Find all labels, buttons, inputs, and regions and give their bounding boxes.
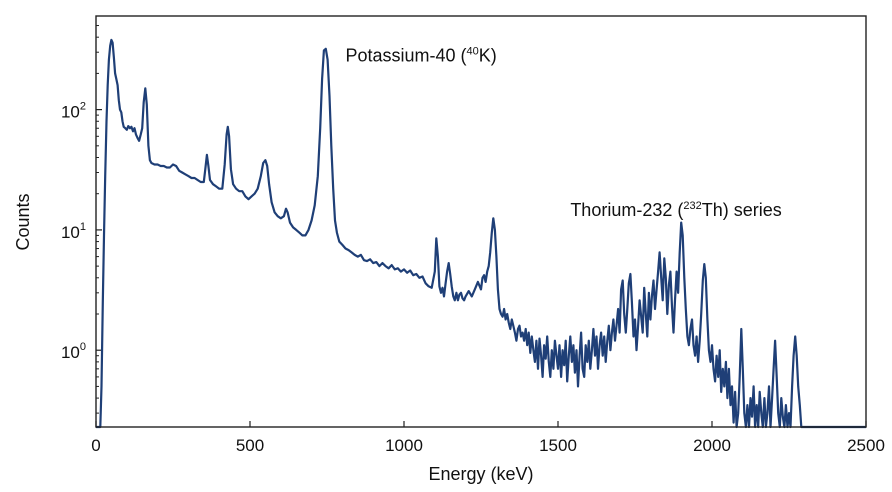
annotation-thorium-sup: 232 <box>683 200 701 212</box>
x-tick-label-4: 2000 <box>693 436 731 455</box>
x-tick-label-2: 1000 <box>385 436 423 455</box>
x-tick-labels: 0 500 1000 1500 2000 2500 <box>91 436 885 455</box>
annotation-thorium-pre: Thorium-232 ( <box>570 200 683 220</box>
annotation-potassium-sup: 40 <box>467 46 479 58</box>
y-axis-title: Counts <box>13 193 33 250</box>
x-tick-label-1: 500 <box>236 436 264 455</box>
x-tick-marks <box>95 421 867 427</box>
annotation-potassium: Potassium-40 (40K) <box>345 46 496 66</box>
x-tick-label-0: 0 <box>91 436 100 455</box>
y-tick-label-0: 100 <box>61 341 86 362</box>
y-tick-label-1: 101 <box>61 221 86 242</box>
spectrum-line <box>96 38 866 429</box>
x-axis-title: Energy (keV) <box>428 464 533 484</box>
y-tick-labels: 100 101 102 <box>61 101 86 363</box>
x-tick-label-5: 2500 <box>847 436 885 455</box>
annotation-thorium-post: Th) series <box>702 200 782 220</box>
annotation-potassium-pre: Potassium-40 ( <box>345 46 466 66</box>
annotation-potassium-post: K) <box>479 46 497 66</box>
plot-frame <box>95 15 867 428</box>
x-tick-label-3: 1500 <box>539 436 577 455</box>
annotation-thorium: Thorium-232 (232Th) series <box>570 200 781 220</box>
y-tick-label-2: 102 <box>61 101 86 122</box>
